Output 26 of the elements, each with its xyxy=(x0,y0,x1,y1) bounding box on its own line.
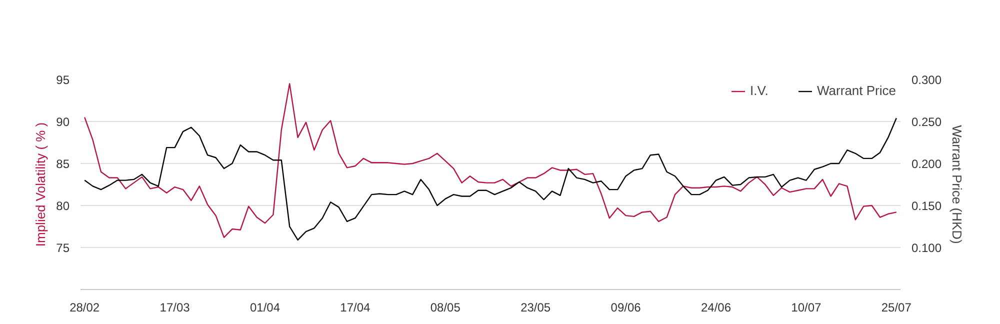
legend-label: I.V. xyxy=(750,83,770,98)
line-series xyxy=(84,118,897,241)
x-tick-label: 28/02 xyxy=(70,300,100,314)
x-tick-label: 23/05 xyxy=(520,300,551,314)
y-tick-label: 75 xyxy=(56,241,70,255)
x-tick-label: 10/07 xyxy=(791,300,822,314)
x-tick-label: 17/03 xyxy=(160,300,190,314)
y-tick-label: 85 xyxy=(56,157,70,171)
y-tick-label: 95 xyxy=(56,73,70,87)
y2-tick-label: 0.300 xyxy=(912,73,942,87)
legend-label: Warrant Price xyxy=(817,83,896,98)
x-tick-label: 01/04 xyxy=(250,300,280,314)
y2-tick-label: 0.150 xyxy=(912,199,942,213)
y2-tick-label: 0.250 xyxy=(912,115,942,129)
y2-tick-label: 0.200 xyxy=(912,157,942,171)
y2-tick-label: 0.100 xyxy=(912,241,942,255)
x-tick-label: 24/06 xyxy=(700,300,732,314)
y2-axis-title: Warrant Price (HKD) xyxy=(950,125,965,244)
x-tick-label: 25/07 xyxy=(881,300,912,314)
x-tick-label: 08/05 xyxy=(430,300,461,314)
x-tick-label: 17/04 xyxy=(340,300,371,314)
x-tick-label: 09/06 xyxy=(610,300,642,314)
line-series xyxy=(84,83,897,238)
y-tick-label: 80 xyxy=(56,199,70,213)
y-axis-title: Implied Volatility ( % ) xyxy=(33,122,48,247)
y-tick-label: 90 xyxy=(56,115,70,129)
